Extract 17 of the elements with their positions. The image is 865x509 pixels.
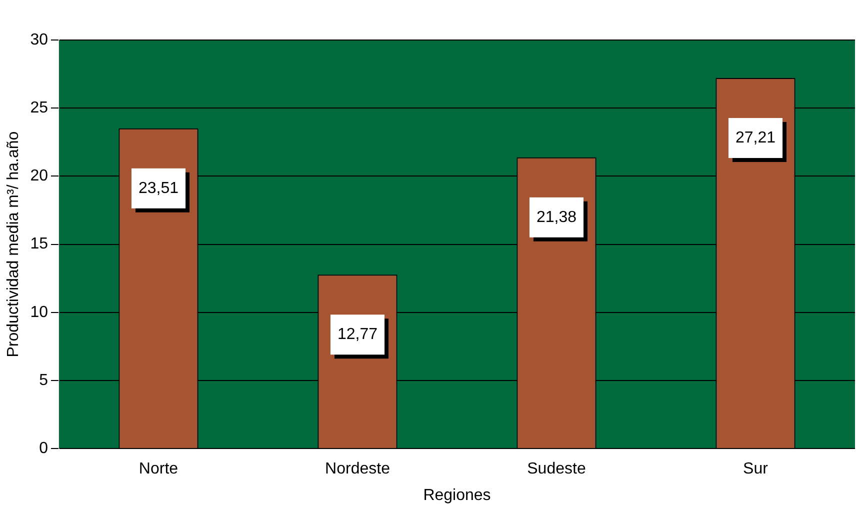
data-label: 23,51: [138, 180, 179, 197]
data-label: 27,21: [735, 129, 776, 146]
y-tick-label: 0: [39, 440, 48, 458]
x-tick-label: Sur: [743, 460, 769, 478]
y-tick-label: 25: [30, 100, 48, 117]
x-tick-label: Sudeste: [527, 460, 586, 478]
y-tick-label: 30: [30, 31, 48, 48]
x-tick-label: Norte: [138, 460, 178, 478]
x-tick-label: Nordeste: [325, 460, 390, 478]
y-tick-label: 15: [30, 236, 48, 253]
y-axis-title: Productividad media m³/ ha.año: [5, 131, 22, 358]
y-tick-label: 5: [39, 372, 48, 389]
x-axis-title: Regiones: [423, 486, 491, 504]
data-label: 12,77: [337, 326, 378, 344]
y-tick-label: 20: [30, 168, 48, 185]
y-tick-label: 10: [30, 304, 48, 321]
data-label: 21,38: [536, 208, 577, 226]
